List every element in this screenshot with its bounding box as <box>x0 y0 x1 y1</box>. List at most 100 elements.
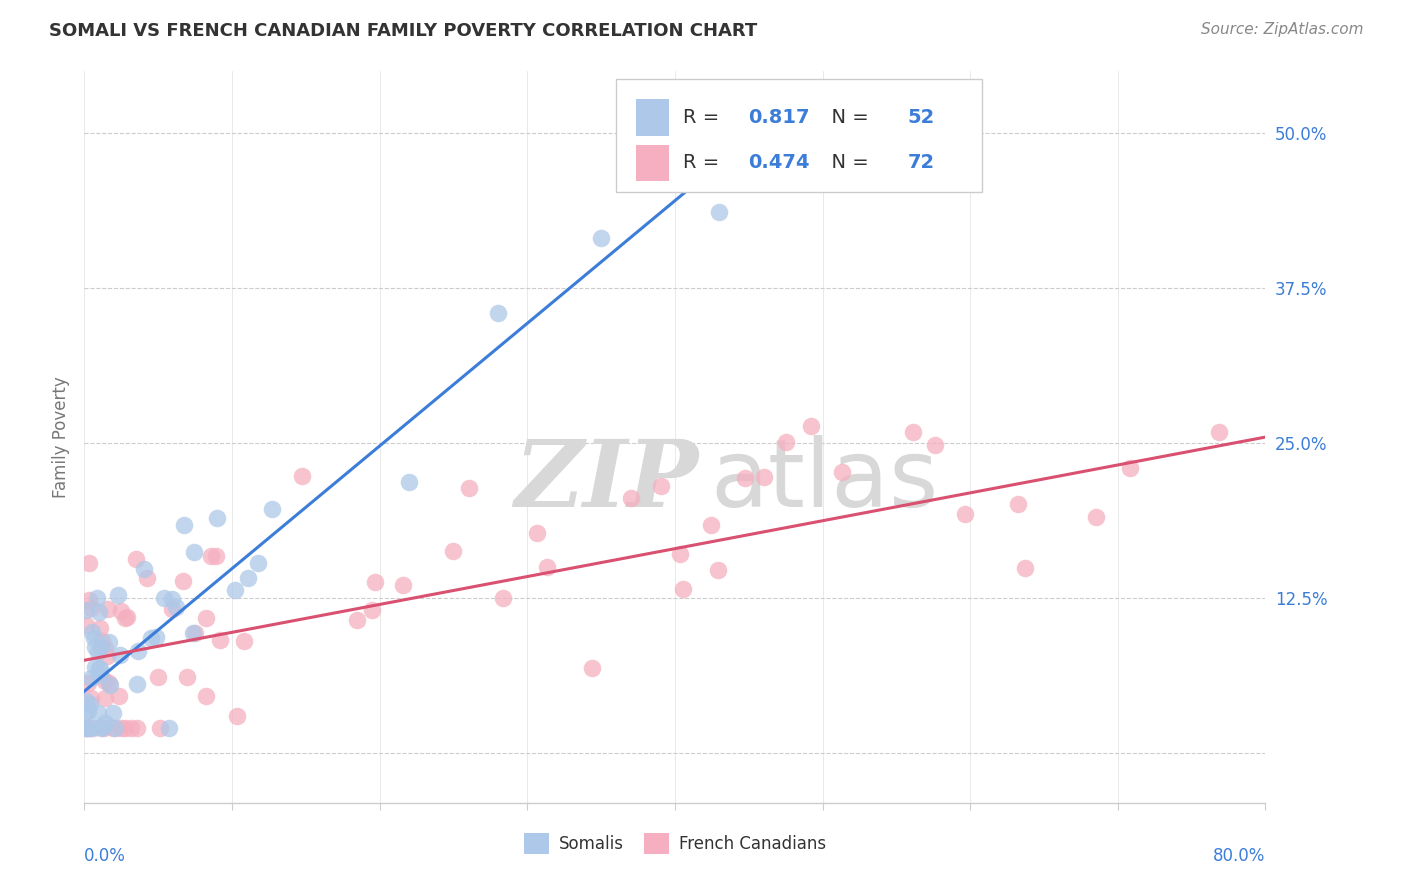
Point <box>591 230 613 244</box>
Point <box>125 722 148 736</box>
Text: ZIP: ZIP <box>515 436 699 526</box>
Y-axis label: Family Poverty: Family Poverty <box>52 376 70 498</box>
Point <box>77 676 100 690</box>
Point <box>90 722 112 736</box>
Point <box>831 465 853 479</box>
Point <box>86 591 108 605</box>
Point <box>139 631 162 645</box>
Point <box>98 675 121 690</box>
Point <box>94 673 117 688</box>
Point <box>79 722 101 736</box>
Point <box>83 631 105 645</box>
Point <box>79 697 101 711</box>
Point <box>79 722 101 736</box>
Point <box>89 662 111 676</box>
Point <box>1014 560 1036 574</box>
Point <box>86 706 108 721</box>
Point <box>110 604 132 618</box>
Point <box>1007 497 1029 511</box>
Point <box>233 634 256 648</box>
Point <box>901 425 924 439</box>
Point <box>398 475 420 489</box>
Point <box>183 626 205 640</box>
Point <box>149 722 172 736</box>
Point <box>364 574 387 589</box>
Point <box>108 690 131 704</box>
Point <box>82 722 104 736</box>
Point <box>146 670 169 684</box>
Text: N =: N = <box>818 153 875 172</box>
Point <box>361 603 384 617</box>
Point <box>173 517 195 532</box>
Point <box>195 611 218 625</box>
Point <box>76 704 98 718</box>
Point <box>668 547 690 561</box>
Point <box>125 552 148 566</box>
Point <box>208 633 231 648</box>
Point <box>734 471 756 485</box>
Point <box>89 605 111 619</box>
Point <box>492 591 515 606</box>
Point <box>127 644 149 658</box>
Point <box>176 670 198 684</box>
Point <box>700 518 723 533</box>
Point <box>136 571 159 585</box>
Point <box>80 691 103 706</box>
Point <box>93 722 115 736</box>
Point <box>93 641 115 656</box>
Point <box>707 562 730 576</box>
Point <box>145 630 167 644</box>
Point <box>1118 461 1140 475</box>
Point <box>83 660 105 674</box>
Point <box>160 591 183 606</box>
Point <box>104 722 127 736</box>
Text: SOMALI VS FRENCH CANADIAN FAMILY POVERTY CORRELATION CHART: SOMALI VS FRENCH CANADIAN FAMILY POVERTY… <box>49 22 758 40</box>
Point <box>115 609 138 624</box>
Point <box>581 660 603 674</box>
Text: R =: R = <box>683 153 725 172</box>
FancyBboxPatch shape <box>616 78 981 192</box>
Text: 52: 52 <box>907 108 935 127</box>
Point <box>526 526 548 541</box>
Text: 80.0%: 80.0% <box>1213 847 1265 864</box>
Point <box>672 582 695 596</box>
Point <box>290 468 312 483</box>
Point <box>262 501 284 516</box>
Text: Source: ZipAtlas.com: Source: ZipAtlas.com <box>1201 22 1364 37</box>
Point <box>114 721 136 735</box>
Point <box>107 588 129 602</box>
Point <box>94 690 117 705</box>
Point <box>224 582 246 597</box>
Point <box>114 611 136 625</box>
Point <box>181 626 204 640</box>
Point <box>1208 425 1230 439</box>
Point <box>165 599 187 614</box>
Point <box>132 562 155 576</box>
Text: 0.0%: 0.0% <box>84 847 127 864</box>
Point <box>775 434 797 449</box>
Point <box>650 479 672 493</box>
Point <box>75 722 97 736</box>
Text: atlas: atlas <box>710 435 939 527</box>
Point <box>87 661 110 675</box>
Text: 0.817: 0.817 <box>748 108 810 127</box>
Point <box>153 591 176 605</box>
Point <box>84 640 107 655</box>
Point <box>93 716 115 731</box>
Point <box>207 511 229 525</box>
Point <box>709 205 731 219</box>
Point <box>98 678 121 692</box>
Point <box>236 570 259 584</box>
Point <box>101 722 124 736</box>
Text: 0.474: 0.474 <box>748 153 810 172</box>
Point <box>1085 509 1108 524</box>
Point <box>80 601 103 615</box>
Point <box>90 640 112 655</box>
Point <box>96 648 118 663</box>
Point <box>101 706 124 720</box>
Point <box>127 677 149 691</box>
Point <box>80 624 103 639</box>
Point <box>458 481 481 495</box>
Point <box>79 593 101 607</box>
Point <box>226 708 249 723</box>
